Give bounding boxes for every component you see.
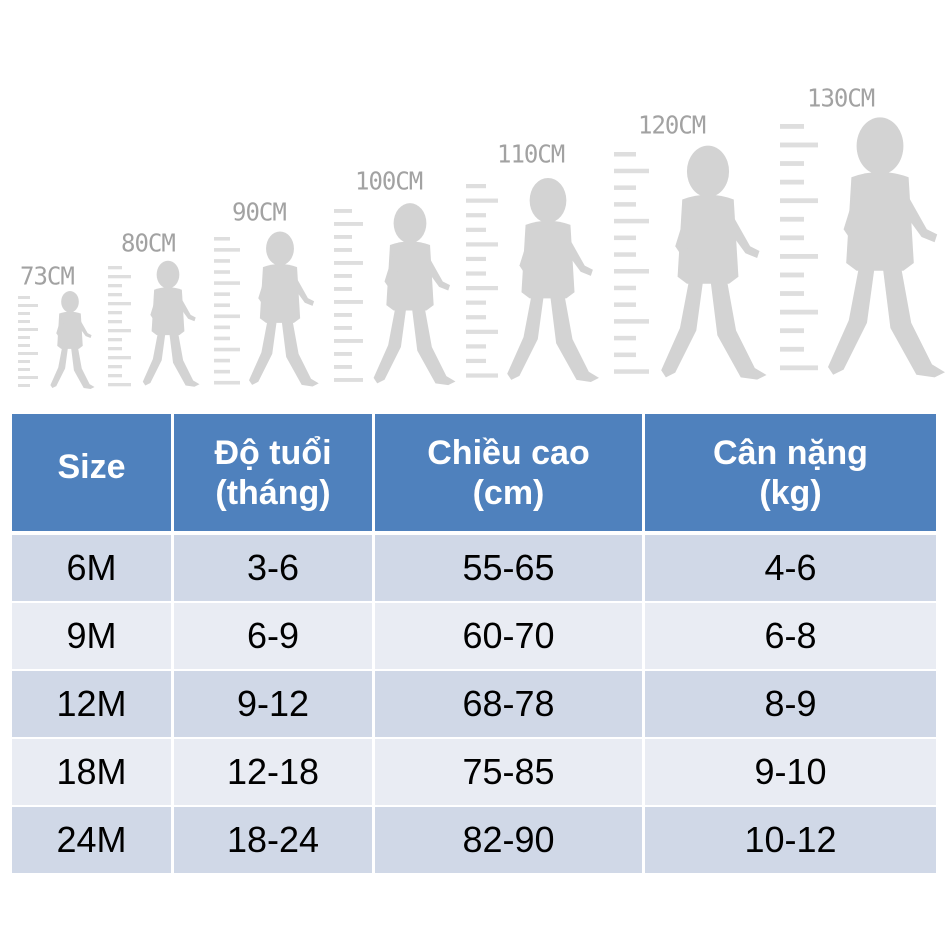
cell-height: 82-90 <box>375 805 645 873</box>
height-ruler-icon <box>334 209 363 382</box>
cell-height: 68-78 <box>375 669 645 737</box>
cell-size: 6M <box>12 531 174 601</box>
height-ruler-icon <box>780 124 818 371</box>
cell-weight: 9-10 <box>645 737 936 805</box>
cell-height: 55-65 <box>375 531 645 601</box>
table-row: 12M 9-12 68-78 8-9 <box>12 669 936 737</box>
cell-size: 12M <box>12 669 174 737</box>
cell-age: 6-9 <box>174 601 375 669</box>
size-chart-table: Size Độ tuổi (tháng) Chiều cao (cm) Cân nặ… <box>12 414 936 873</box>
height-label-100: 100CM <box>355 166 423 196</box>
cell-height: 60-70 <box>375 601 645 669</box>
height-ruler-icon <box>466 184 498 378</box>
header-weight: Cân nặng (kg) <box>645 414 936 531</box>
table-header-row: Size Độ tuổi (tháng) Chiều cao (cm) Cân nặ… <box>12 414 936 531</box>
header-age: Độ tuổi (tháng) <box>174 414 375 531</box>
height-chart-illustration: 73CM 80CM 90CM 100CM 110CM 120CM 130CM <box>0 0 947 405</box>
child-figure <box>214 231 319 387</box>
silhouettes-canvas <box>18 117 945 390</box>
height-label-90: 90CM <box>232 197 287 227</box>
child-figure <box>614 145 767 380</box>
cell-height: 75-85 <box>375 737 645 805</box>
header-height-line2: (cm) <box>472 473 545 512</box>
header-height: Chiều cao (cm) <box>375 414 645 531</box>
table-row: 9M 6-9 60-70 6-8 <box>12 601 936 669</box>
cell-weight: 8-9 <box>645 669 936 737</box>
cell-size: 9M <box>12 601 174 669</box>
header-size: Size <box>12 414 174 531</box>
height-label-110: 110CM <box>497 139 565 169</box>
height-ruler-icon <box>108 266 131 387</box>
height-label-80: 80CM <box>121 228 176 258</box>
cell-age: 18-24 <box>174 805 375 873</box>
height-ruler-icon <box>614 152 649 374</box>
cell-weight: 10-12 <box>645 805 936 873</box>
child-figure <box>18 291 95 390</box>
child-silhouette-icon <box>828 117 945 378</box>
height-ruler-icon <box>18 296 38 387</box>
cell-weight: 4-6 <box>645 531 936 601</box>
table-row: 24M 18-24 82-90 10-12 <box>12 805 936 873</box>
cell-age: 9-12 <box>174 669 375 737</box>
child-silhouette-icon <box>50 291 95 390</box>
child-figure <box>334 203 456 386</box>
height-label-120: 120CM <box>638 110 706 140</box>
child-silhouette-icon <box>507 177 599 382</box>
table-row: 6M 3-6 55-65 4-6 <box>12 531 936 601</box>
height-label-73: 73CM <box>20 261 75 291</box>
child-silhouette-icon <box>249 231 319 387</box>
cell-size: 24M <box>12 805 174 873</box>
child-figure <box>108 260 200 387</box>
cell-age: 12-18 <box>174 737 375 805</box>
child-figure <box>780 117 945 378</box>
table-row: 18M 12-18 75-85 9-10 <box>12 737 936 805</box>
child-silhouette-icon <box>142 260 200 387</box>
child-figure <box>466 177 599 382</box>
cell-weight: 6-8 <box>645 601 936 669</box>
header-weight-line1: Cân nặng <box>713 433 868 472</box>
cell-size: 18M <box>12 737 174 805</box>
header-height-line1: Chiều cao <box>427 433 590 472</box>
header-age-line2: (tháng) <box>215 473 331 512</box>
cell-age: 3-6 <box>174 531 375 601</box>
header-size-label: Size <box>57 447 126 486</box>
height-ruler-icon <box>214 237 240 385</box>
header-age-line1: Độ tuổi <box>214 433 332 472</box>
child-silhouette-icon <box>373 203 456 386</box>
child-silhouette-icon <box>661 145 767 380</box>
header-weight-line2: (kg) <box>759 473 822 512</box>
height-label-130: 130CM <box>807 83 875 113</box>
